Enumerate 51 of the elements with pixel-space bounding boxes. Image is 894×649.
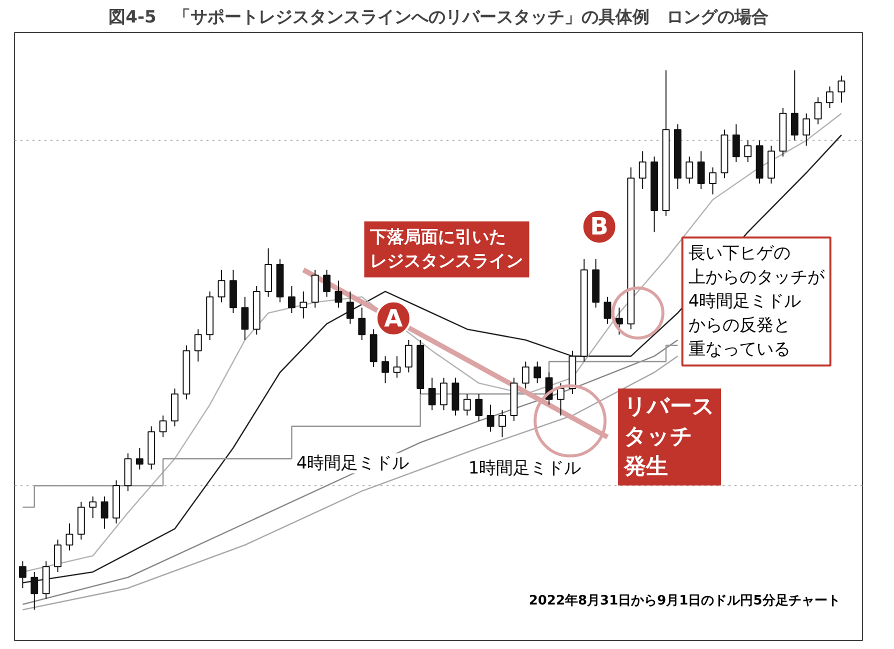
candlestick bbox=[393, 356, 401, 378]
candlestick bbox=[89, 496, 97, 519]
annotation: リバースタッチ発生 bbox=[623, 394, 716, 480]
candlestick bbox=[194, 328, 202, 362]
candlestick bbox=[709, 166, 716, 195]
candlestick bbox=[382, 356, 389, 384]
candlestick bbox=[54, 539, 62, 572]
chart-title: 図4-5 「サポートレジスタンスラインへのリバースタッチ」の具体例 ロングの場合 bbox=[108, 8, 768, 28]
candlestick bbox=[686, 156, 694, 184]
candlestick bbox=[522, 361, 530, 390]
annotation: A bbox=[384, 304, 404, 332]
annotation: 2022年8月31日から9月1日のドル円5分足チャート bbox=[528, 594, 840, 609]
candlestick bbox=[358, 307, 366, 341]
annotation: B bbox=[590, 212, 608, 241]
annotation: 長い下ヒゲの上からのタッチが4時間足ミドルからの反発と重なっている bbox=[688, 244, 826, 360]
annotation: 下落局面に引いたレジスタンスライン bbox=[369, 227, 524, 272]
candlestick bbox=[463, 393, 471, 416]
candlestick bbox=[136, 447, 144, 470]
candlestick bbox=[30, 571, 38, 610]
candlestick bbox=[323, 269, 331, 298]
candlestick bbox=[475, 393, 483, 422]
candlestick bbox=[100, 496, 108, 530]
candlestick bbox=[404, 340, 412, 373]
annotation: 4時間足ミドル bbox=[296, 453, 410, 474]
candlestick bbox=[615, 307, 623, 336]
annotation: 1時間足ミドル bbox=[468, 458, 582, 479]
candlestick bbox=[440, 377, 448, 411]
candlestick bbox=[826, 86, 834, 109]
candlestick bbox=[346, 290, 354, 324]
candlestick bbox=[732, 124, 740, 162]
candlestick bbox=[557, 382, 564, 416]
candlestick bbox=[334, 280, 342, 308]
candlestick bbox=[66, 522, 74, 551]
candlestick bbox=[486, 404, 494, 432]
candlestick bbox=[18, 560, 26, 589]
candlestick bbox=[638, 150, 646, 190]
candlestick bbox=[159, 415, 167, 438]
candlestick bbox=[300, 290, 308, 319]
candlestick bbox=[790, 70, 798, 141]
candlestick bbox=[697, 150, 705, 190]
candlestick bbox=[241, 296, 249, 341]
candlestick bbox=[428, 377, 436, 411]
candlestick bbox=[534, 361, 542, 384]
candlestick bbox=[838, 75, 846, 104]
candlestick bbox=[744, 140, 752, 162]
candlestick bbox=[802, 112, 810, 146]
candlestick bbox=[814, 96, 822, 125]
candlestick bbox=[288, 286, 296, 314]
candlestick bbox=[604, 296, 612, 324]
candlestick bbox=[218, 269, 226, 303]
candlestick bbox=[498, 410, 506, 438]
